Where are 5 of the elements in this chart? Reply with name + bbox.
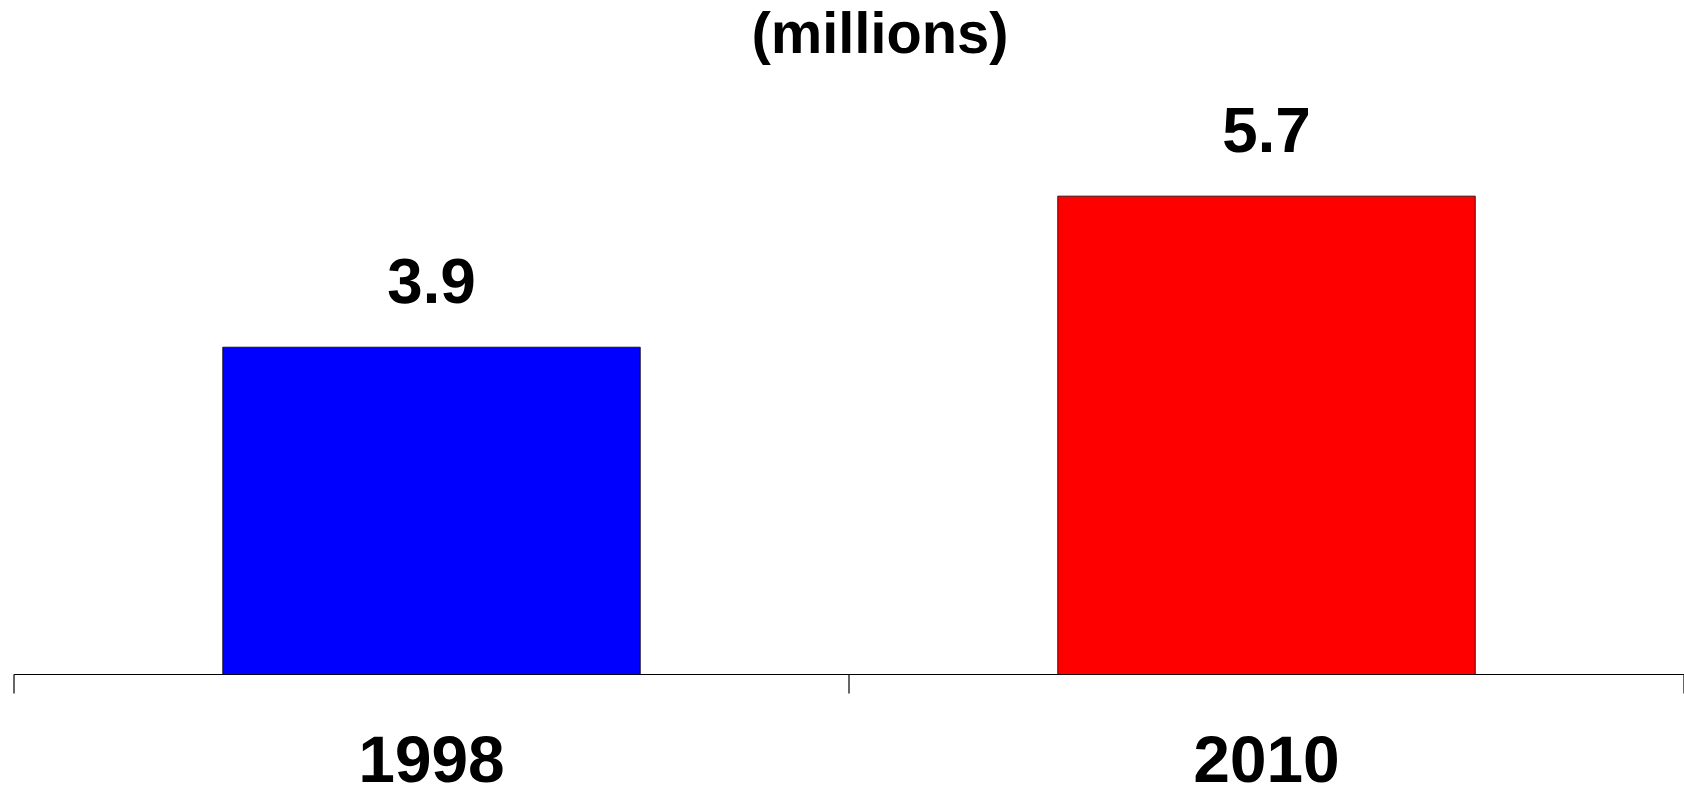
- data-label: 3.9: [388, 258, 474, 304]
- x-tick-label: 2010: [1195, 736, 1337, 783]
- data-label: 5.7: [1224, 108, 1309, 153]
- chart-title: (millions): [754, 11, 1006, 65]
- x-tick-label: 1998: [362, 736, 503, 783]
